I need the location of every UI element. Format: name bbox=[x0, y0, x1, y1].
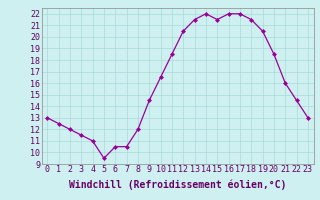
X-axis label: Windchill (Refroidissement éolien,°C): Windchill (Refroidissement éolien,°C) bbox=[69, 180, 286, 190]
